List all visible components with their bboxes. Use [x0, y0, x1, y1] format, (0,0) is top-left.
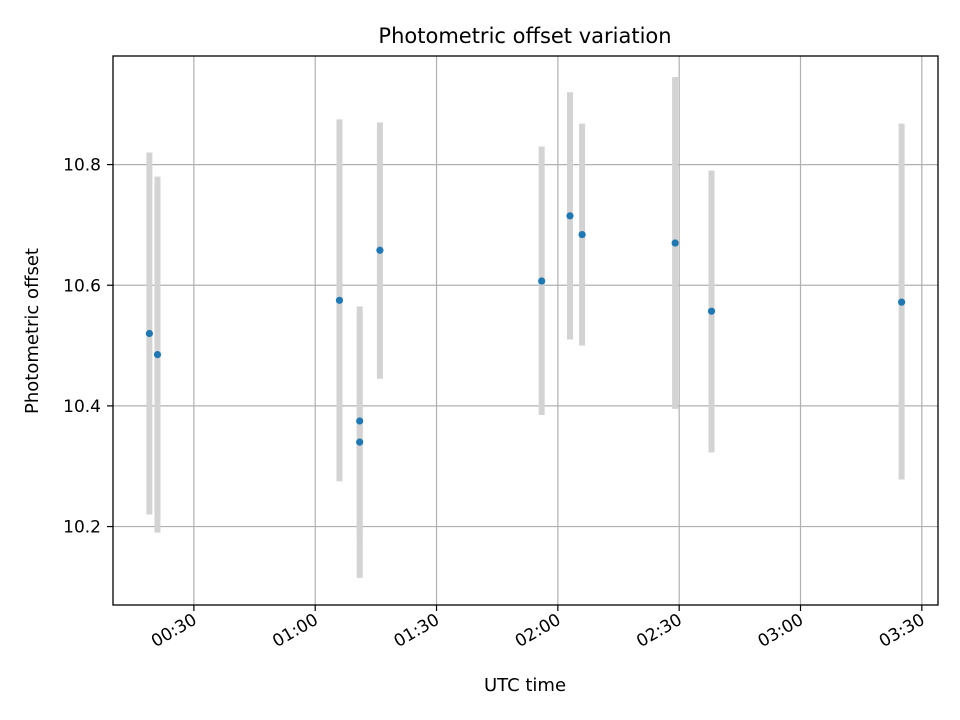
- data-point: [356, 417, 364, 425]
- data-point: [578, 230, 586, 239]
- y-tick-label: 10.2: [63, 518, 101, 538]
- data-point: [707, 307, 716, 315]
- y-axis-label: Photometric offset: [22, 248, 43, 414]
- y-axis: 10.2 10.4 10.6 10.8: [63, 156, 113, 538]
- data-point: [376, 246, 384, 254]
- data-points: [145, 212, 906, 446]
- y-tick-label: 10.8: [63, 156, 101, 176]
- plot-frame: [112, 55, 939, 606]
- data-point: [356, 438, 364, 446]
- data-point: [538, 277, 546, 285]
- x-axis-label: UTC time: [484, 675, 566, 696]
- data-point: [335, 296, 344, 304]
- data-point: [898, 298, 906, 306]
- y-tick-label: 10.6: [63, 276, 101, 296]
- y-tick-label: 10.4: [63, 397, 101, 417]
- data-point: [145, 329, 153, 338]
- grid: [113, 56, 938, 605]
- data-point: [671, 239, 679, 247]
- chart-title: Photometric offset variation: [378, 24, 671, 48]
- data-point: [566, 212, 574, 220]
- data-point: [153, 351, 162, 359]
